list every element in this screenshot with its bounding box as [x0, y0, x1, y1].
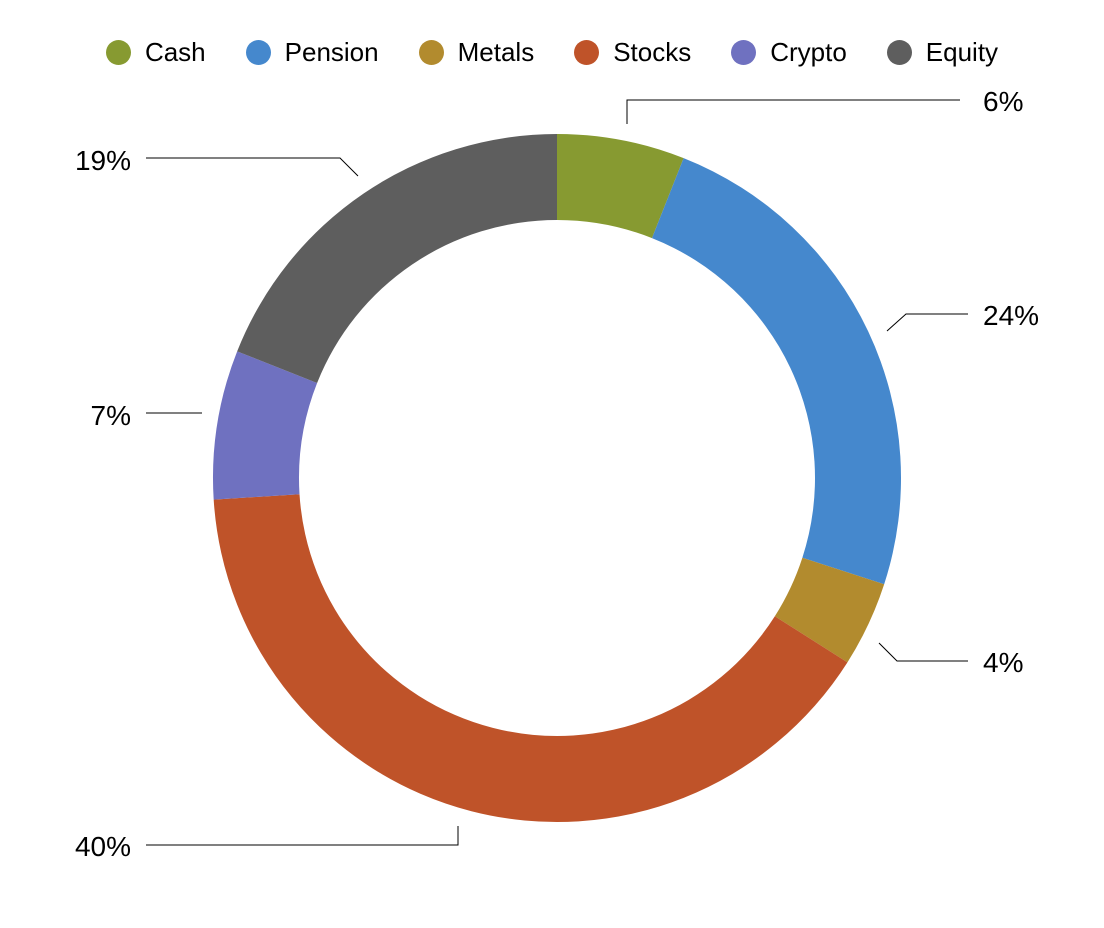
legend-swatch-crypto: [731, 39, 757, 65]
data-label-stocks: 40%: [75, 831, 131, 862]
legend-label-pension: Pension: [284, 37, 379, 67]
legend-item-pension: Pension: [245, 37, 379, 67]
slice-stocks: [213, 494, 848, 822]
leader-line-cash: [626, 99, 960, 124]
leader-line-metals: [878, 642, 968, 662]
leader-line-pension: [886, 313, 968, 332]
legend-swatch-equity: [886, 39, 912, 65]
data-label-metals: 4%: [983, 647, 1023, 678]
slice-equity: [237, 134, 557, 384]
legend-item-cash: Cash: [105, 37, 206, 67]
legend-label-crypto: Crypto: [770, 37, 847, 67]
legend-item-stocks: Stocks: [574, 39, 691, 65]
chart-legend: Cash Pension Metals Stocks Crypto Equity: [0, 30, 1104, 74]
legend-label-stocks: Stocks: [613, 37, 692, 67]
legend-label-metals: Metals: [457, 37, 535, 67]
data-label-equity: 19%: [75, 145, 131, 176]
legend-swatch-pension: [245, 39, 271, 65]
slice-pension: [651, 158, 901, 585]
legend-swatch-metals: [418, 39, 444, 65]
legend-label-cash: Cash: [144, 37, 206, 67]
slice-metals: [774, 557, 885, 663]
legend-swatch-cash: [105, 39, 131, 65]
legend-item-crypto: Crypto: [731, 39, 847, 65]
leader-line-stocks: [146, 826, 459, 846]
leader-line-equity: [146, 157, 359, 177]
data-label-cash: 6%: [983, 86, 1023, 117]
slice-cash: [557, 134, 684, 239]
legend-item-equity: Equity: [886, 37, 999, 67]
data-label-crypto: 7%: [91, 400, 131, 431]
legend-item-metals: Metals: [418, 37, 535, 67]
legend-swatch-stocks: [574, 39, 600, 65]
data-label-pension: 24%: [983, 300, 1039, 331]
legend-label-equity: Equity: [925, 37, 999, 67]
slice-crypto: [213, 351, 318, 500]
